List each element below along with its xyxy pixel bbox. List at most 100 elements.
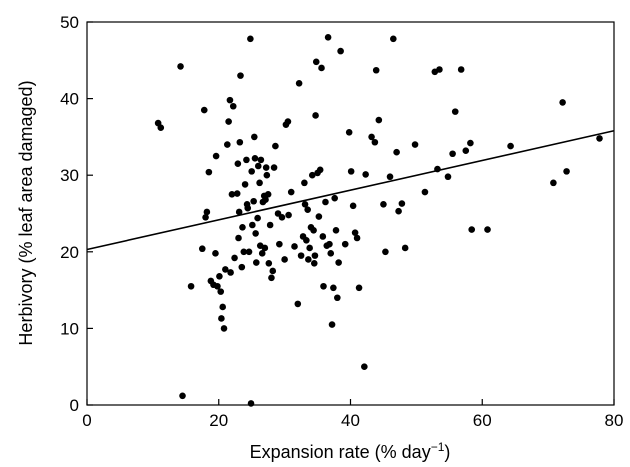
data-point [268, 274, 275, 282]
data-point [227, 269, 234, 276]
data-point [319, 233, 327, 240]
data-point [269, 267, 277, 275]
data-point [216, 273, 223, 280]
data-point [248, 168, 255, 175]
plot-frame [86, 21, 615, 406]
data-point [345, 129, 353, 136]
data-point [457, 66, 465, 73]
y-tick-label: 50 [60, 13, 79, 32]
data-point [368, 133, 375, 141]
data-point [262, 196, 269, 204]
data-point [257, 156, 265, 164]
data-point [451, 108, 459, 115]
data-point [312, 58, 320, 66]
data-point [263, 171, 271, 179]
data-point [217, 288, 225, 295]
y-tick-label: 40 [60, 90, 79, 109]
data-point [596, 135, 603, 142]
data-point [287, 188, 295, 196]
data-point [265, 259, 273, 267]
data-point [231, 254, 238, 262]
data-point [226, 96, 234, 104]
data-point [312, 112, 319, 119]
data-point [332, 227, 340, 234]
x-tick-label: 40 [341, 411, 360, 430]
data-point [205, 168, 213, 176]
x-tick-label: 60 [473, 411, 492, 430]
y-axis-ticks: 0 10 20 30 40 50 [60, 13, 93, 415]
y-tick-label: 30 [60, 166, 79, 185]
data-point [382, 248, 389, 256]
data-point [462, 147, 470, 154]
data-point [264, 191, 272, 198]
data-point [318, 64, 325, 72]
y-tick-label: 0 [70, 396, 79, 415]
data-point [225, 118, 232, 125]
data-point [240, 248, 248, 256]
data-point [303, 237, 310, 244]
data-point [436, 66, 443, 73]
data-point [261, 244, 269, 252]
data-point [326, 240, 333, 248]
data-point [235, 208, 243, 216]
data-point [212, 152, 220, 160]
data-point [304, 206, 311, 213]
data-point [316, 166, 324, 174]
data-point [331, 194, 338, 202]
data-point [355, 284, 363, 292]
data-point [563, 168, 570, 175]
data-point [347, 168, 355, 175]
data-point [250, 197, 257, 205]
data-point [324, 34, 332, 41]
data-point [401, 244, 409, 252]
data-point [393, 148, 400, 156]
y-tick-label: 20 [60, 243, 79, 262]
data-point [234, 160, 242, 168]
data-point [306, 244, 313, 252]
data-point [372, 66, 380, 74]
data-point [301, 201, 309, 208]
data-point [157, 124, 165, 132]
data-point [295, 79, 303, 87]
data-point [449, 150, 456, 158]
data-point [444, 173, 452, 181]
data-point [251, 155, 259, 162]
data-point [252, 259, 260, 266]
data-point [214, 282, 221, 290]
data-point [328, 321, 336, 328]
data-point [362, 171, 369, 178]
data-point [301, 179, 308, 187]
data-point [278, 214, 286, 221]
data-point [351, 229, 359, 236]
data-point [320, 282, 327, 290]
data-point [375, 116, 383, 124]
data-point [341, 240, 349, 248]
data-point [386, 173, 394, 181]
data-point [247, 35, 254, 43]
data-point [484, 226, 491, 233]
data-point [305, 256, 312, 263]
data-point [220, 325, 228, 332]
data-point [233, 190, 241, 197]
data-point [395, 207, 402, 215]
data-point [310, 259, 318, 267]
data-point [239, 223, 246, 231]
data-point [390, 35, 397, 43]
data-point [270, 164, 278, 171]
x-tick-label: 80 [605, 411, 624, 430]
data-point [235, 234, 242, 242]
data-point [249, 221, 256, 229]
data-point [212, 250, 219, 257]
data-point [411, 141, 419, 148]
data-point [353, 234, 361, 242]
data-point [241, 181, 249, 188]
data-point [371, 138, 379, 146]
data-point [252, 230, 259, 237]
data-point [322, 198, 329, 206]
data-point [468, 226, 476, 233]
data-point [177, 63, 184, 70]
data-point [294, 300, 302, 308]
data-point [238, 263, 246, 271]
data-point [308, 171, 316, 179]
